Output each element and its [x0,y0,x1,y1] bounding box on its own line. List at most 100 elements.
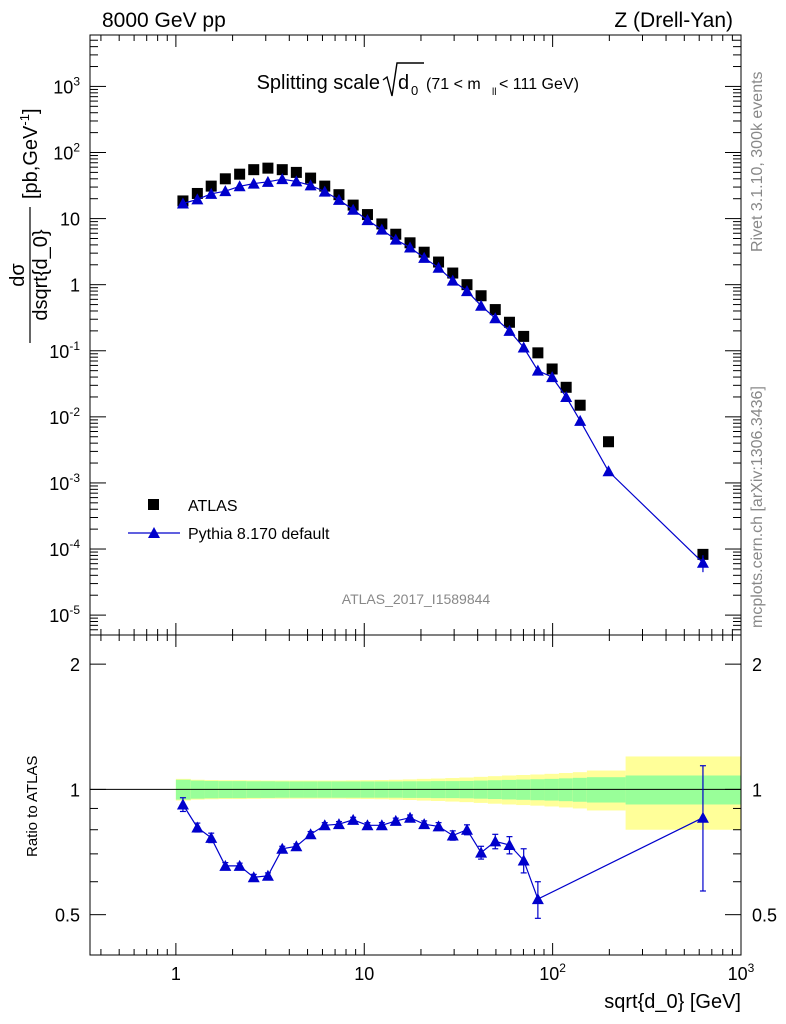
ratio-data-point [247,871,260,883]
main-data-layer [176,162,709,573]
y-label-denominator: dsqrt{d_0} [30,229,52,321]
pythia-data-point [290,175,303,187]
atlas-data-point [489,304,501,316]
pythia-data-point [332,193,345,205]
ratio-data-point [489,835,502,847]
atlas-data-point [503,316,515,328]
header-left-label: 8000 GeV pp [102,9,226,32]
ratio-data-point [389,814,402,826]
pythia-data-point [389,233,402,245]
title-text: Splitting scale [257,72,380,94]
title-sqrt-symbol: d [398,72,409,94]
pythia-data-point [503,324,516,336]
chart-title: Splitting scale d 0 (71 < m ll < 111 GeV… [257,62,579,98]
x-tick-label: 103 [728,961,755,984]
atlas-data-point [248,164,260,176]
ratio-data-point [446,829,459,841]
pythia-data-point [432,261,445,273]
ratio-data-point [361,819,374,831]
atlas-data-point [560,381,572,393]
ratio-data-point [418,818,431,830]
pythia-data-point [361,214,374,226]
ratio-green-band [625,775,741,805]
ratio-data-point [404,811,417,823]
ratio-pythia-line [182,804,704,900]
ratio-uncertainty-bands [175,756,741,830]
y-tick-label: 10-3 [49,471,80,494]
pythia-data-point [546,371,559,383]
ratio-data-point [531,893,544,905]
atlas-data-point [475,290,487,302]
y-tick-label: 10-2 [49,405,80,428]
pythia-data-point [261,175,274,187]
ratio-data-point [460,823,473,835]
ratio-panel: 1 10 102 103 0.5 0.5 1 1 2 2 Ratio to ATLAS sqrt{… [24,634,777,1013]
ratio-data-point [375,819,388,831]
atlas-data-point [205,180,217,192]
legend-entry-pythia: Pythia 8.170 default [128,526,330,543]
title-sqrt-subscript: 0 [411,83,418,98]
ratio-data-point [432,820,445,832]
y-label-unit: [pb,GeV-1] [17,108,42,199]
atlas-data-point [532,347,544,359]
pythia-data-point [219,185,232,197]
atlas-data-point [603,436,615,448]
x-tick-label: 10 [354,964,374,984]
ratio-data-point [347,813,360,825]
x-tick-label: 102 [539,961,566,984]
ratio-y-axis-label: Ratio to ATLAS [24,756,41,857]
y-label-unit-sup: -1 [17,114,32,126]
y-tick-label: 102 [53,141,80,164]
pythia-data-point [205,187,218,199]
ratio-data-point [191,821,204,833]
ratio-y-tick-label: 2 [70,655,80,675]
y-tick-label: 10-1 [49,339,80,362]
atlas-data-point [219,173,231,185]
y-tick-label: 10 [60,210,80,230]
y-tick-label: 1 [70,276,80,296]
pythia-data-point [602,465,615,477]
mcplots-reference-label: mcplots.cern.ch [arXiv:1306.3436] [749,386,766,628]
ratio-data-point [219,859,232,871]
legend-atlas-marker [148,499,159,510]
ratio-data-point [290,840,303,852]
x-tick-label: 1 [171,964,181,984]
pythia-data-point [404,241,417,253]
legend-atlas-label: ATLAS [188,498,238,515]
ratio-y-tick-label-right: 1 [752,780,762,800]
pythia-data-point [191,193,204,205]
main-frame [89,34,742,636]
ratio-y-tick-label-right: 0.5 [752,906,777,926]
atlas-data-point [305,172,317,184]
ratio-data-point [318,819,331,831]
legend-pythia-marker [148,527,160,538]
pythia-data-point [489,312,502,324]
legend: ATLAS Pythia 8.170 default [128,498,330,543]
pythia-data-point [318,185,331,197]
atlas-data-point [290,166,302,178]
y-tick-label: 10-4 [49,537,80,560]
ratio-data-point [233,859,246,871]
rivet-version-label: Rivet 3.1.10, 300k events [749,71,766,252]
ratio-data-point [503,839,516,851]
ratio-frame [89,634,742,956]
ratio-data-point [332,818,345,830]
main-y-axis-label: dσ dsqrt{d_0} [pb,GeV-1] [7,108,52,343]
atlas-data-point [447,267,459,279]
atlas-data-point [546,363,558,375]
atlas-data-point [518,330,530,342]
main-axes: 10-5 10-4 10-3 10-2 10-1 1 10 102 103 [49,34,742,635]
header-right-label: Z (Drell-Yan) [614,9,733,32]
ratio-y-tick-label: 1 [70,780,80,800]
title-cut-subscript: ll [492,87,496,98]
ratio-data-point [696,811,709,823]
legend-entry-atlas: ATLAS [148,498,238,515]
atlas-data-point [234,168,246,180]
ratio-data-point [517,854,530,866]
ratio-x-axis-label: sqrt{d_0} [GeV] [604,991,741,1013]
atlas-data-point [574,399,586,411]
title-cut-text: (71 < m [426,76,481,93]
ratio-data-point [475,846,488,858]
y-label-unit-end: ] [20,108,42,114]
